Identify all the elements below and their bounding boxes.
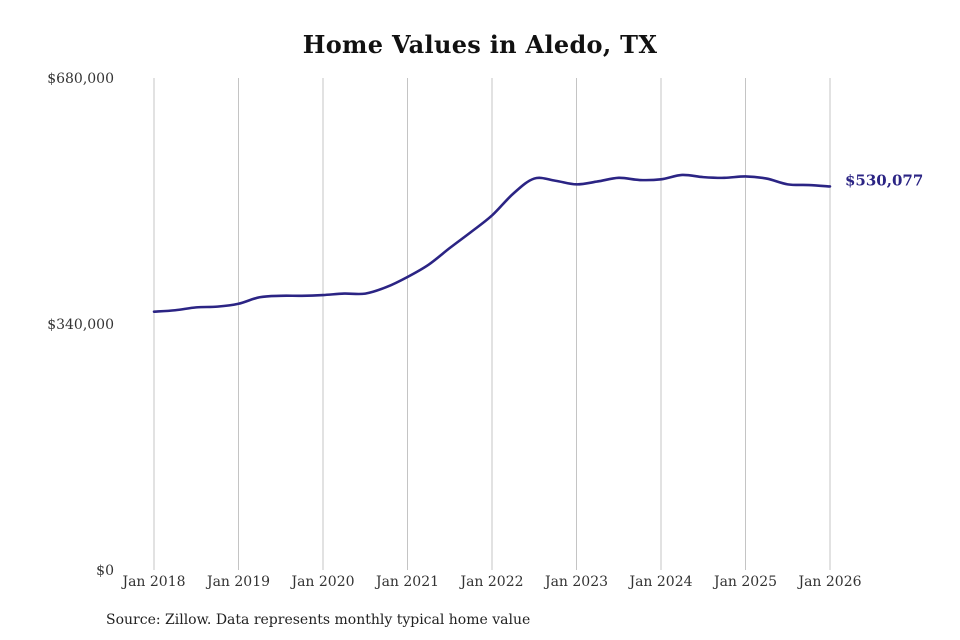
data-point <box>364 293 366 295</box>
data-point <box>449 247 451 249</box>
y-axis: $0 $340,000 $680,000 <box>47 71 114 579</box>
data-point <box>428 264 430 266</box>
source-note: Source: Zillow. Data represents monthly … <box>106 612 531 628</box>
data-point <box>512 193 514 195</box>
y-tick-label: $340,000 <box>47 317 114 333</box>
y-tick-label: $680,000 <box>47 71 114 87</box>
data-point <box>681 174 683 176</box>
data-point <box>660 178 662 180</box>
data-point <box>470 231 472 233</box>
data-point <box>597 180 599 182</box>
home-value-line <box>152 173 832 313</box>
data-point <box>554 180 556 182</box>
data-point <box>216 306 218 308</box>
x-tick-label: Jan 2018 <box>120 574 185 590</box>
x-tick-label: Jan 2023 <box>543 574 608 590</box>
x-tick-label: Jan 2026 <box>796 574 861 590</box>
data-point <box>491 214 493 216</box>
x-tick-label: Jan 2025 <box>712 574 777 590</box>
data-point <box>238 303 240 305</box>
data-point <box>153 311 155 313</box>
data-point <box>280 295 282 297</box>
data-point <box>618 177 620 179</box>
data-point <box>407 276 409 278</box>
y-tick-label: $0 <box>96 563 114 579</box>
data-point <box>702 176 704 178</box>
data-point <box>343 293 345 295</box>
x-tick-label: Jan 2020 <box>289 574 354 590</box>
data-point <box>322 294 324 296</box>
data-point <box>723 177 725 179</box>
data-point <box>787 183 789 185</box>
x-tick-label: Jan 2024 <box>627 574 692 590</box>
x-tick-label: Jan 2022 <box>458 574 523 590</box>
data-point <box>576 183 578 185</box>
data-point <box>174 309 176 311</box>
x-axis: Jan 2018 Jan 2019 Jan 2020 Jan 2021 Jan 2022… <box>120 574 861 590</box>
x-tick-label: Jan 2021 <box>374 574 439 590</box>
data-point <box>745 175 747 177</box>
data-point <box>829 185 831 187</box>
data-point <box>639 179 641 181</box>
data-point <box>195 306 197 308</box>
data-point <box>385 286 387 288</box>
data-point <box>808 184 810 186</box>
gridlines <box>153 78 831 570</box>
x-tick-label: Jan 2019 <box>205 574 270 590</box>
data-point <box>766 178 768 180</box>
data-point <box>301 295 303 297</box>
data-point <box>259 296 261 298</box>
end-value-label: $530,077 <box>845 171 923 189</box>
data-point <box>533 178 535 180</box>
chart-title: Home Values in Aledo, TX <box>302 30 658 59</box>
